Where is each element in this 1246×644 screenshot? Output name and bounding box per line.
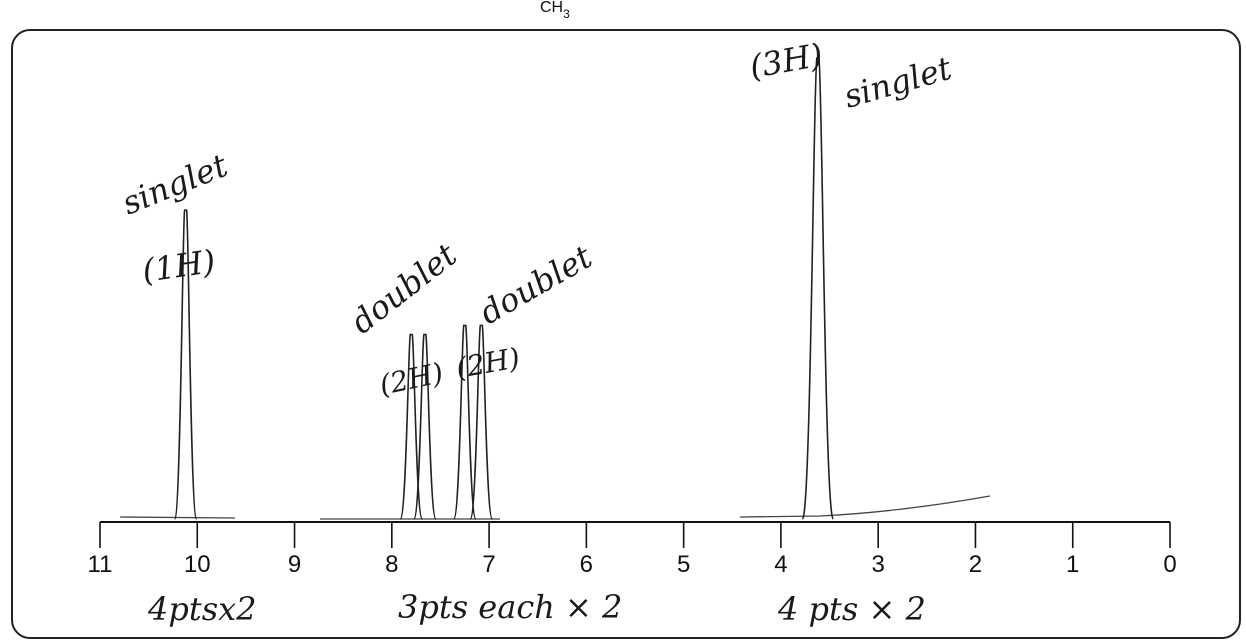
annotation-doublet-2: doublet (473, 238, 599, 332)
peak-10.12 (173, 209, 198, 520)
x-tick-label-0: 0 (1163, 551, 1176, 578)
annotation-singlet-1: singlet (117, 146, 233, 222)
annotation-singlet-2: singlet (840, 49, 956, 116)
x-tick-label-5: 5 (677, 551, 690, 578)
baseline-segment-3 (739, 495, 991, 518)
baseline-segment-1 (119, 516, 236, 519)
x-tick-label-1: 1 (1066, 551, 1079, 578)
annotation-h2a: (2H) (377, 356, 447, 402)
structure-label: CH3 (540, 0, 570, 21)
x-tick-label-11: 11 (88, 551, 113, 578)
structure-label-main: CH (540, 0, 563, 16)
peak-7.66 (413, 333, 437, 520)
peak-7.8 (399, 333, 424, 520)
annotation-h1: (1H) (140, 242, 218, 290)
x-tick-label-9: 9 (288, 551, 301, 578)
annotation-score-3: 4 pts × 2 (777, 590, 926, 628)
x-axis: 11 10 9 8 7 6 5 4 3 2 1 0 (88, 521, 1177, 578)
peak-7.25 (452, 324, 477, 520)
peak-3.62 (801, 57, 835, 520)
baseline (119, 495, 991, 520)
spectrum-frame (11, 29, 1241, 639)
x-tick-label-2: 2 (969, 551, 982, 578)
x-tick-label-8: 8 (385, 551, 398, 578)
peak-7.08 (469, 324, 494, 520)
annotations: singlet (1H) doublet (2H) doublet (2H) (… (117, 36, 956, 628)
x-tick-label-10: 10 (184, 551, 211, 578)
x-tick-label-4: 4 (774, 551, 787, 578)
spectrum-trace (173, 57, 835, 520)
x-tick-label-6: 6 (580, 551, 593, 578)
annotation-score-1: 4ptsx2 (147, 590, 257, 628)
annotation-h3: (3H) (747, 36, 826, 86)
annotation-doublet-1: doublet (344, 236, 464, 342)
structure-label-sub: 3 (563, 7, 570, 21)
x-tick-label-3: 3 (872, 551, 885, 578)
annotation-score-2: 3pts each × 2 (398, 588, 622, 626)
annotation-h2b: (2H) (453, 341, 522, 385)
x-tick-label-7: 7 (482, 551, 495, 578)
